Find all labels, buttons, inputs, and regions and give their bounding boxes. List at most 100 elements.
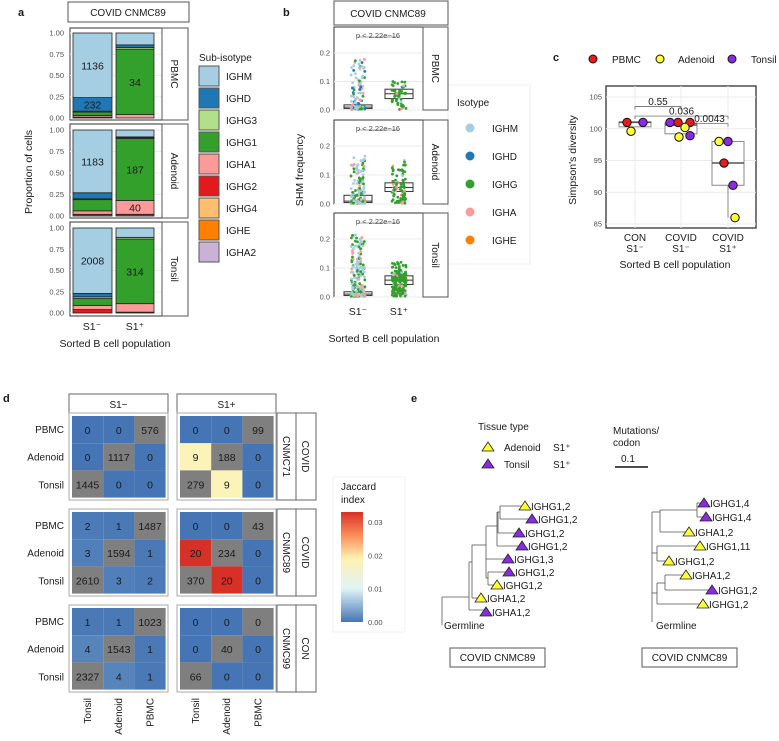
data-point-ighg (395, 182, 399, 185)
heatmap-cell (242, 443, 274, 471)
data-point-ighg (398, 280, 402, 284)
legend-label: Tonsil (751, 55, 777, 66)
bar-segment-ighg2 (72, 309, 113, 314)
jaccard-legend-title-1: Jaccard (341, 482, 376, 493)
y-tick-label: 0.25 (49, 92, 64, 101)
jaccard-legend-title-2: index (341, 495, 365, 506)
data-point-ighg (351, 233, 354, 237)
heatmap-cell (180, 416, 212, 444)
data-point-ighg (361, 161, 365, 165)
bar-segment-ighd (72, 293, 113, 298)
data-point-ighg (399, 186, 403, 189)
comparison-p-value: 0.55 (648, 97, 668, 108)
bar-segment-igha1 (115, 114, 155, 119)
data-point-ighg (363, 285, 367, 289)
y-tick-label: 0.00 (49, 114, 64, 123)
legend-tissue: Tonsil (504, 460, 530, 471)
x-tick-label: COVID (665, 233, 697, 244)
comparison-p-value: 0.0043 (694, 114, 725, 125)
data-point-ighm (402, 84, 406, 88)
facet-strip-tonsil (161, 221, 189, 317)
row-label: PBMC (35, 521, 64, 532)
data-point-ighg (400, 275, 404, 279)
bar-count-label: 40 (129, 202, 141, 214)
heatmap-cell-value: 0 (193, 644, 199, 656)
jaccard-colorbar (341, 512, 363, 622)
tree-leaf-label: IGHG1,11 (706, 542, 751, 553)
data-point-igha (350, 106, 353, 109)
data-point-igha (359, 98, 362, 102)
panel-a-legend-title: Sub-isotype (199, 53, 252, 64)
heatmap-cell (134, 470, 166, 498)
point-tonsil (638, 117, 648, 128)
point-tonsil (728, 180, 738, 190)
bar-segment-ighm (72, 227, 113, 294)
data-point-ighg (391, 84, 395, 88)
bar-count-label: 1183 (81, 156, 104, 168)
data-point-ighm (361, 84, 365, 88)
heatmap-cell (134, 662, 166, 690)
data-point-ighg (359, 192, 363, 195)
heatmap-cell (211, 512, 243, 540)
x-tick-label: S1⁻ (626, 244, 644, 255)
data-point-ighm (350, 66, 353, 70)
data-point-ighg (391, 265, 395, 269)
legend-label: IGHG1 (226, 138, 258, 149)
heatmap-cell-value: 1 (116, 521, 122, 533)
data-point-ighg (392, 188, 396, 192)
bar-segment-ighg1 (115, 238, 155, 305)
heatmap-cell (72, 512, 104, 540)
column-label: PBMC (145, 698, 156, 727)
data-point-ighg (402, 183, 406, 186)
legend-label: Adenoid (678, 55, 715, 66)
heatmap-cell-value: 3 (116, 575, 122, 587)
heatmap-cell (211, 566, 243, 594)
data-point-igha (399, 107, 403, 111)
data-point-igha (359, 257, 363, 260)
heatmap-cell (72, 539, 104, 567)
data-point-ighg (401, 289, 405, 293)
heatmap-cell (103, 416, 135, 444)
heatmap-cell-value: 0 (147, 479, 153, 491)
tree-leaf-label: IGHG1,4 (712, 513, 752, 524)
heatmap-cell-value: 2327 (76, 671, 100, 683)
data-point-ighg (401, 195, 405, 199)
data-point-igha (362, 164, 366, 168)
tree-leaf-label: IGHA1,2 (487, 594, 526, 605)
data-point-ighg (349, 174, 353, 178)
bar-count-label: 34 (129, 77, 141, 89)
data-point-igha (403, 291, 407, 295)
y-tick-label: 0.1 (320, 171, 330, 180)
data-point-ighg (403, 201, 407, 205)
data-point-ighm (354, 76, 358, 80)
data-point-ighg (391, 80, 395, 83)
panel-label-d: d (3, 393, 10, 405)
triangle-adenoid-icon (682, 526, 696, 537)
data-point-ighg (404, 279, 408, 283)
heatmap-cell-value: 1 (116, 617, 122, 629)
data-point-ighm (354, 233, 357, 237)
heatmap-cell (180, 566, 212, 594)
data-point-ighg (362, 182, 365, 186)
data-point-ighg (399, 268, 403, 272)
data-point-ighg (397, 273, 401, 276)
heatmap-cell-value: 0 (255, 575, 261, 587)
data-point-ighm (401, 174, 404, 178)
data-point-ighm (358, 242, 362, 245)
heatmap-cell (242, 662, 274, 690)
data-point-ighg (396, 101, 400, 105)
data-point-ighg (390, 88, 394, 92)
bar-segment-ighm (72, 129, 113, 194)
data-point-ighg (361, 263, 365, 267)
triangle-tonsil-icon (481, 458, 495, 469)
bar-count-label: 2008 (81, 256, 105, 268)
legend-label: IGHG3 (226, 116, 258, 127)
heatmap-cell-value: 0 (255, 644, 261, 656)
bar-segment-ighd (72, 192, 113, 200)
heatmap-cell (134, 443, 166, 471)
heatmap-cell (72, 608, 104, 636)
point-pbmc (719, 158, 729, 168)
heatmap-cell-value: 0 (255, 617, 261, 629)
heatmap-cell (242, 566, 274, 594)
data-point-ighm (349, 99, 353, 103)
